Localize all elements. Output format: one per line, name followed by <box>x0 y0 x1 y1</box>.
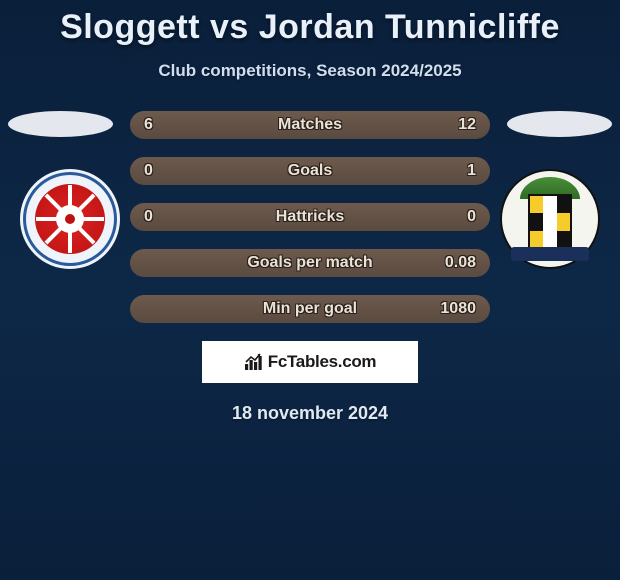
stat-left-value: 0 <box>144 162 153 180</box>
date-stamp: 18 november 2024 <box>0 403 620 424</box>
stats-area: 6 Matches 12 0 Goals 1 0 Hattricks 0 Goa… <box>0 111 620 323</box>
stat-label: Hattricks <box>276 208 344 226</box>
stat-label: Min per goal <box>263 300 357 318</box>
stat-row: 6 Matches 12 <box>130 111 490 139</box>
stat-row: 0 Goals 1 <box>130 157 490 185</box>
stat-left-value: 0 <box>144 208 153 226</box>
bars-icon <box>244 353 264 371</box>
page-subtitle: Club competitions, Season 2024/2025 <box>0 61 620 81</box>
name-ellipse-left <box>8 111 113 137</box>
club-crest-left <box>20 169 120 269</box>
stat-right-value: 1 <box>467 162 476 180</box>
stat-right-value: 0 <box>467 208 476 226</box>
stat-right-value: 12 <box>458 116 476 134</box>
branding-text: FcTables.com <box>268 352 377 372</box>
page-title: Sloggett vs Jordan Tunnicliffe <box>0 0 620 47</box>
stat-label: Goals <box>288 162 332 180</box>
branding-box[interactable]: FcTables.com <box>202 341 418 383</box>
stat-label: Goals per match <box>247 254 372 272</box>
stat-left-value: 6 <box>144 116 153 134</box>
stat-row: Min per goal 1080 <box>130 295 490 323</box>
stat-row: Goals per match 0.08 <box>130 249 490 277</box>
stat-label: Matches <box>278 116 342 134</box>
stat-right-value: 0.08 <box>445 254 476 272</box>
name-ellipse-right <box>507 111 612 137</box>
stat-right-value: 1080 <box>440 300 476 318</box>
shield-icon <box>528 194 572 250</box>
stat-row: 0 Hattricks 0 <box>130 203 490 231</box>
club-crest-right <box>500 169 600 269</box>
